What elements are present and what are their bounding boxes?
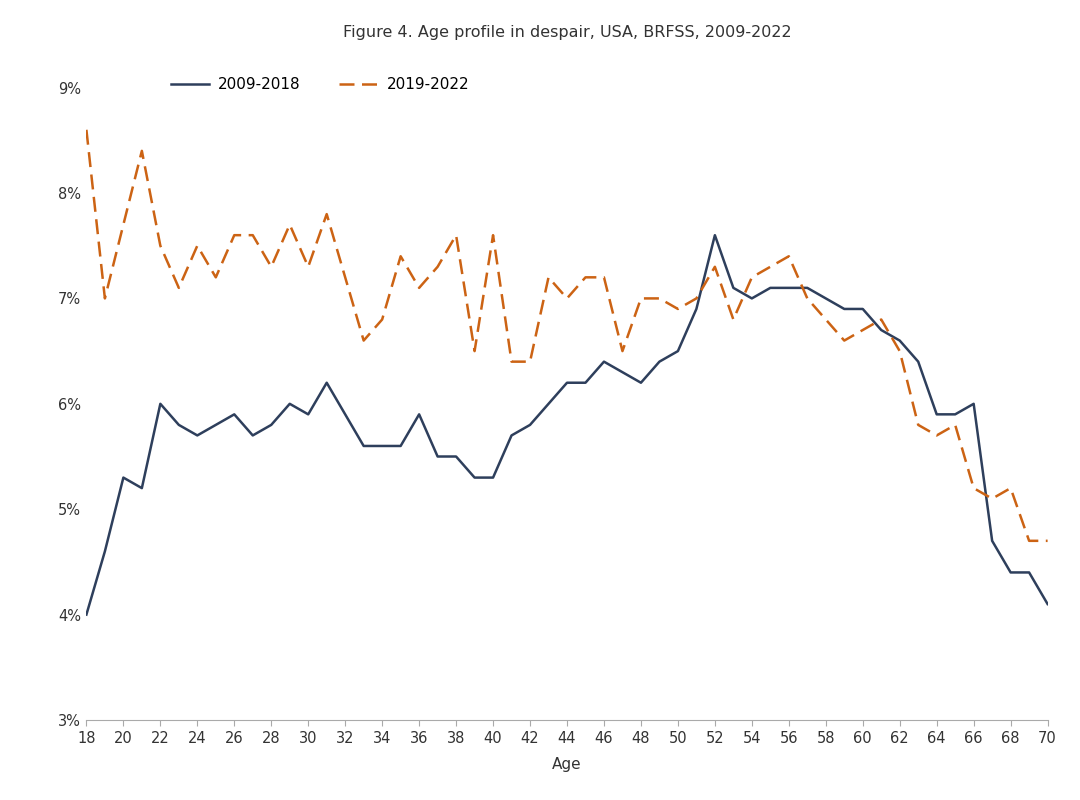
Line: 2009-2018: 2009-2018	[86, 235, 1048, 614]
2019-2022	[1023, 536, 1036, 546]
2009-2018	[80, 610, 93, 619]
Title: Figure 4. Age profile in despair, USA, BRFSS, 2009-2022: Figure 4. Age profile in despair, USA, B…	[342, 25, 792, 39]
2019-2022	[690, 294, 703, 303]
2019-2022	[820, 314, 833, 324]
Line: 2019-2022: 2019-2022	[86, 130, 1048, 541]
2019-2022	[634, 294, 647, 303]
2019-2022	[339, 273, 352, 282]
2009-2018	[653, 357, 666, 366]
2009-2018	[948, 410, 961, 419]
2009-2018	[690, 304, 703, 314]
2009-2018	[1041, 599, 1054, 609]
X-axis label: Age: Age	[552, 758, 582, 772]
2009-2018	[708, 230, 721, 240]
2019-2022	[80, 125, 93, 134]
Legend: 2009-2018, 2019-2022: 2009-2018, 2019-2022	[171, 77, 469, 92]
2009-2018	[339, 410, 352, 419]
2019-2022	[653, 294, 666, 303]
2019-2022	[930, 430, 943, 440]
2009-2018	[838, 304, 851, 314]
2019-2022	[1041, 536, 1054, 546]
2009-2018	[634, 378, 647, 387]
